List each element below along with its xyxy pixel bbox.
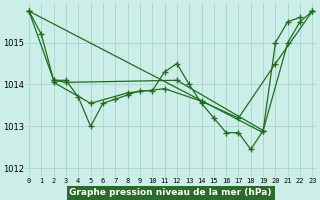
X-axis label: Graphe pression niveau de la mer (hPa): Graphe pression niveau de la mer (hPa) — [69, 188, 272, 197]
